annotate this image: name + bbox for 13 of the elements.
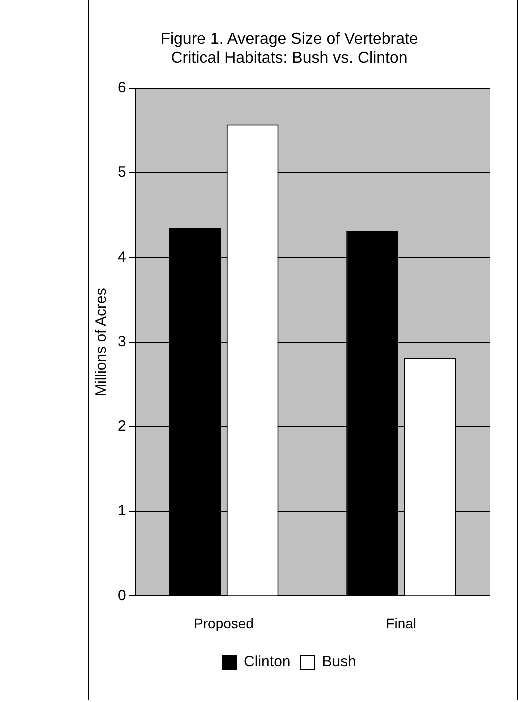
- x-tick-label: Proposed: [194, 615, 254, 632]
- y-tick-label: 1: [118, 502, 126, 520]
- y-tick-label: 3: [118, 333, 126, 350]
- legend-label: Clinton: [244, 654, 291, 671]
- y-tick-label: 0: [118, 587, 126, 604]
- y-tick-label: 2: [118, 418, 126, 436]
- y-tick-label: 4: [118, 248, 126, 266]
- chart-title: Figure 1. Average Size of Vertebrate Critical Habitats: Bush vs. Clinton: [160, 31, 418, 68]
- y-tick-label: 6: [118, 80, 126, 97]
- y-tick-label: 5: [118, 164, 126, 182]
- x-tick-label: Final: [386, 615, 417, 632]
- y-axis-title: Millions of Acres: [93, 288, 110, 396]
- legend-label: Bush: [322, 654, 356, 671]
